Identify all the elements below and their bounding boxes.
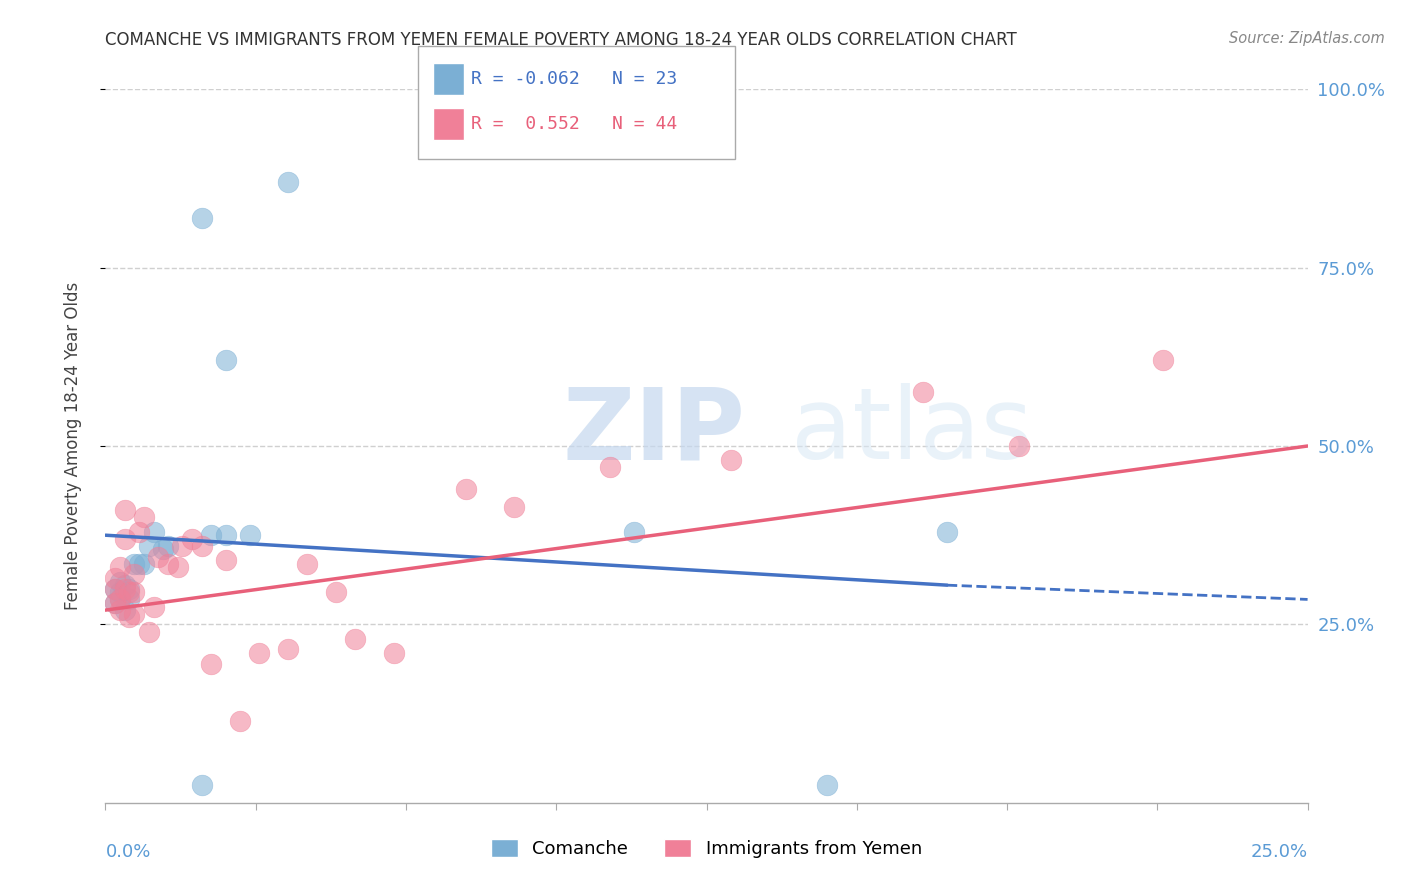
Text: R =  0.552: R = 0.552	[471, 115, 579, 133]
Text: R = -0.062: R = -0.062	[471, 70, 579, 88]
Point	[325, 585, 347, 599]
Point	[200, 657, 222, 671]
Point	[239, 528, 262, 542]
Text: ZIP: ZIP	[562, 384, 745, 480]
Point	[138, 539, 160, 553]
Point	[156, 557, 179, 571]
Point	[138, 624, 160, 639]
Point	[114, 582, 136, 596]
Point	[118, 582, 141, 596]
Point	[1008, 439, 1031, 453]
Point	[190, 778, 212, 792]
Point	[148, 549, 170, 564]
Point	[104, 596, 127, 610]
Point	[214, 553, 236, 567]
Text: 0.0%: 0.0%	[105, 843, 150, 861]
Point	[1152, 353, 1174, 368]
Point	[623, 524, 645, 539]
Text: COMANCHE VS IMMIGRANTS FROM YEMEN FEMALE POVERTY AMONG 18-24 YEAR OLDS CORRELATI: COMANCHE VS IMMIGRANTS FROM YEMEN FEMALE…	[105, 31, 1017, 49]
Point	[454, 482, 477, 496]
Point	[128, 524, 150, 539]
Point	[142, 599, 165, 614]
Point	[344, 632, 367, 646]
Point	[114, 578, 136, 592]
Point	[114, 532, 136, 546]
Point	[108, 592, 131, 607]
Point	[104, 582, 127, 596]
Point	[277, 642, 299, 657]
Point	[124, 567, 146, 582]
Point	[200, 528, 222, 542]
Point	[132, 557, 155, 571]
Point	[936, 524, 959, 539]
Point	[108, 574, 131, 589]
Point	[152, 542, 174, 557]
Point	[118, 610, 141, 624]
Point	[166, 560, 188, 574]
Text: Source: ZipAtlas.com: Source: ZipAtlas.com	[1229, 31, 1385, 46]
Point	[214, 353, 236, 368]
Point	[128, 557, 150, 571]
Point	[104, 582, 127, 596]
Point	[108, 560, 131, 574]
Point	[124, 557, 146, 571]
Text: N = 44: N = 44	[612, 115, 676, 133]
Point	[104, 596, 127, 610]
Point	[599, 460, 621, 475]
Point	[190, 211, 212, 225]
Point	[118, 585, 141, 599]
Point	[229, 714, 252, 728]
Y-axis label: Female Poverty Among 18-24 Year Olds: Female Poverty Among 18-24 Year Olds	[63, 282, 82, 610]
Text: N = 23: N = 23	[612, 70, 676, 88]
Point	[172, 539, 194, 553]
Point	[118, 592, 141, 607]
Point	[181, 532, 204, 546]
Point	[382, 646, 405, 660]
Point	[108, 603, 131, 617]
Text: 25.0%: 25.0%	[1250, 843, 1308, 861]
Text: atlas: atlas	[790, 384, 1032, 480]
Point	[114, 503, 136, 517]
Point	[815, 778, 838, 792]
Point	[124, 607, 146, 621]
Point	[720, 453, 742, 467]
Point	[190, 539, 212, 553]
Point	[108, 592, 131, 607]
Point	[911, 385, 934, 400]
Point	[156, 539, 179, 553]
Point	[132, 510, 155, 524]
Point	[214, 528, 236, 542]
Point	[503, 500, 526, 514]
Point	[124, 585, 146, 599]
Point	[277, 175, 299, 189]
Point	[108, 585, 131, 599]
Legend: Comanche, Immigrants from Yemen: Comanche, Immigrants from Yemen	[484, 831, 929, 865]
Point	[142, 524, 165, 539]
Point	[247, 646, 270, 660]
Point	[114, 603, 136, 617]
Point	[297, 557, 319, 571]
Point	[104, 571, 127, 585]
